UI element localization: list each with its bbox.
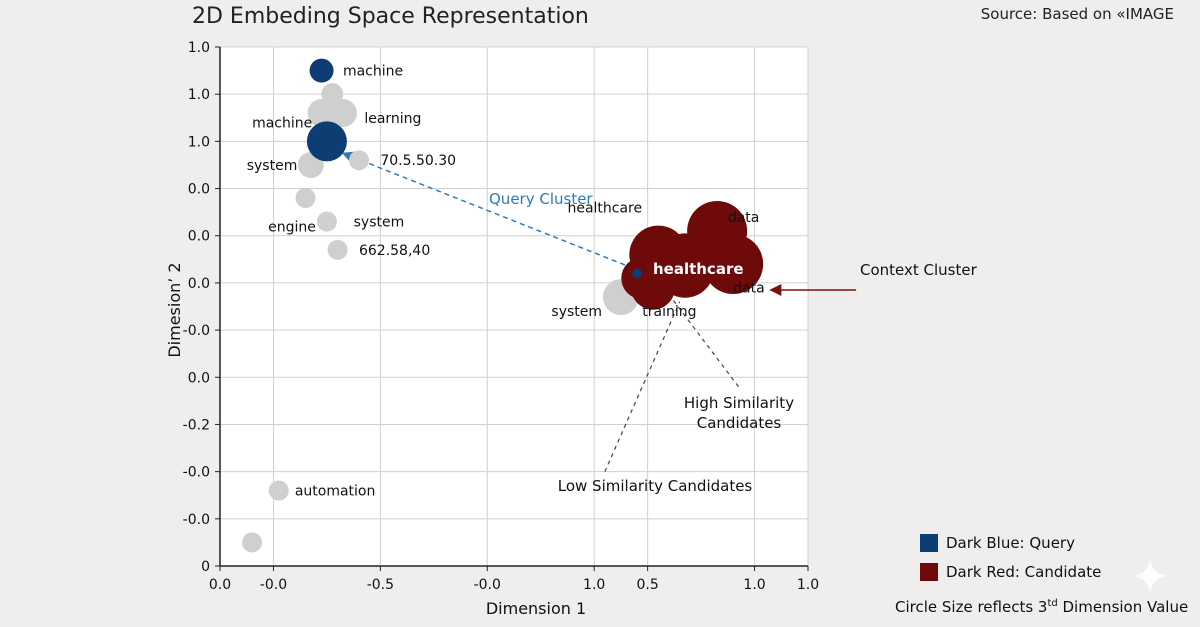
point-label: automation (295, 484, 376, 500)
y-tick-label: -0.2 (183, 417, 210, 433)
data-point-neutral (316, 211, 337, 232)
data-point-candidate (703, 234, 764, 295)
point-label: system (247, 158, 298, 174)
point-label: data (733, 281, 765, 297)
x-tick-label: -0.5 (367, 577, 394, 593)
footnote-superscript: td (1047, 598, 1058, 609)
point-label: system (551, 304, 602, 320)
x-tick-label: 1.0 (743, 577, 765, 593)
high-similarity-label-line2: Candidates (697, 414, 782, 432)
point-label: 70.5.50.30 (380, 153, 456, 169)
data-point-neutral (268, 480, 289, 501)
y-axis-label: Dimesion’ 2 (165, 262, 184, 357)
footnote-text-start: Circle Size reflects 3 (895, 598, 1048, 616)
highlight-point-label: healthcare (653, 260, 744, 278)
low-similarity-pointer (604, 301, 681, 472)
legend-swatch-query (920, 533, 938, 552)
y-tick-label: -0.0 (183, 465, 210, 481)
point-label: learning (364, 111, 421, 127)
legend: Dark Blue: Query Dark Red: Candidate (920, 528, 1101, 586)
size-footnote: Circle Size reflects 3td Dimension Value (895, 598, 1188, 616)
data-point-neutral (295, 187, 316, 208)
high-similarity-label-line1: High Similarity (684, 394, 794, 412)
legend-label-candidate: Dark Red: Candidate (946, 562, 1102, 581)
y-tick-label: 0.0 (188, 276, 210, 292)
sparkle-icon (1132, 558, 1168, 594)
point-labels: machine machine learning system 70.5.50.30 en… (247, 64, 765, 500)
low-similarity-label: Low Similarity Candidates (558, 477, 753, 495)
y-tick-label: 0.0 (188, 229, 210, 245)
point-label: data (728, 210, 760, 226)
data-point-neutral (348, 150, 369, 171)
x-tick-label: 1.0 (583, 577, 605, 593)
y-tick-label: 1.0 (188, 40, 210, 56)
point-label: training (642, 304, 696, 320)
point-label: 662.58,40 (359, 243, 430, 259)
legend-swatch-candidate (920, 562, 938, 581)
data-point-neutral (242, 532, 263, 553)
data-points (242, 58, 764, 553)
x-axis-label: Dimension 1 (486, 599, 586, 618)
point-label: engine (268, 219, 316, 235)
context-cluster-label: Context Cluster (860, 261, 978, 279)
y-tick-label: 0 (201, 559, 210, 575)
chart-title: 2D Embeding Space Representation (192, 4, 589, 29)
y-tick-label: 0.0 (188, 182, 210, 198)
query-cluster-label: Query Cluster (489, 190, 593, 208)
axes (219, 47, 808, 567)
point-label: machine (343, 64, 403, 80)
legend-label-query: Dark Blue: Query (946, 533, 1075, 552)
x-tick-label: -0.0 (474, 577, 501, 593)
x-tick-label: 1.0 (797, 577, 819, 593)
point-label: system (354, 215, 405, 231)
data-point-query (309, 58, 334, 83)
legend-item-candidate: Dark Red: Candidate (920, 557, 1101, 586)
point-label: healthcare (567, 200, 642, 216)
data-point-query (631, 268, 642, 279)
data-point-neutral (307, 99, 336, 128)
data-point-candidate (630, 265, 675, 310)
data-point-candidate (659, 233, 712, 286)
y-tick-label: 1.0 (188, 87, 210, 103)
x-tick-label: -0.0 (260, 577, 287, 593)
footnote-text-end: Dimension Value (1057, 598, 1189, 616)
x-tick-label: 0.5 (637, 577, 659, 593)
source-note: Source: Based on «IMAGE (980, 5, 1174, 23)
point-label: machine (252, 115, 312, 131)
x-tick-label: 0.0 (209, 577, 231, 593)
data-point-neutral (328, 99, 357, 128)
legend-item-query: Dark Blue: Query (920, 528, 1101, 557)
y-tick-label: 0.0 (188, 370, 210, 386)
y-tick-label: 1.0 (188, 134, 210, 150)
y-tick-label: -0.0 (183, 323, 210, 339)
data-point-neutral (327, 239, 348, 260)
data-point-neutral (321, 83, 344, 106)
data-point-query (306, 121, 347, 162)
annotation-lines (341, 151, 857, 472)
y-tick-label: -0.0 (183, 512, 210, 528)
grid (219, 46, 809, 567)
tick-labels: 1.0 1.0 1.0 0.0 0.0 0.0 -0.0 0.0 -0.2 -0.0 -0.0 0 0.… (183, 40, 819, 593)
query-cluster-arrow (341, 151, 659, 279)
